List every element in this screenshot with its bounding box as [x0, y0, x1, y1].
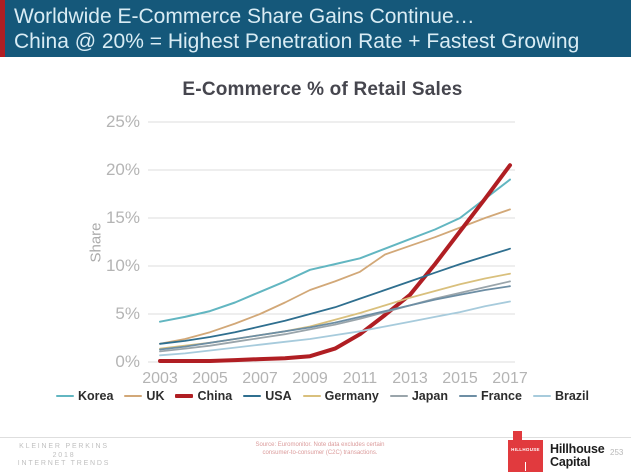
legend-label-france: France	[480, 389, 522, 403]
legend-swatch-france	[458, 395, 477, 397]
legend-label-brazil: Brazil	[554, 389, 590, 403]
legend-label-china: China	[197, 389, 233, 403]
legend-item-japan: Japan	[389, 389, 448, 403]
y-axis-title: Share	[87, 222, 105, 263]
legend-item-korea: Korea	[55, 389, 114, 403]
legend-label-germany: Germany	[324, 389, 379, 403]
legend-swatch-germany	[302, 395, 321, 397]
series-line-japan	[159, 280, 511, 353]
y-tick-label-0: 0%	[115, 352, 140, 371]
legend-item-germany: Germany	[302, 389, 379, 403]
x-tick-label-2013: 2013	[392, 370, 428, 387]
series-line-france	[159, 285, 511, 351]
hillhouse-logo-text: HILLHOUSE	[511, 447, 540, 452]
x-tick-label-2017: 2017	[492, 370, 528, 387]
x-tick-label-2005: 2005	[192, 370, 228, 387]
legend-label-korea: Korea	[77, 389, 114, 403]
legend-item-china: China	[175, 389, 232, 403]
legend-label-usa: USA	[265, 389, 292, 403]
source-note: Source: Euromonitor. Note data excludes …	[170, 441, 470, 457]
slide-title: Worldwide E-Commerce Share Gains Continu…	[14, 4, 579, 54]
legend-item-brazil: Brazil	[532, 389, 590, 403]
series-line-usa	[159, 247, 511, 345]
hillhouse-name: Hillhouse Capital	[550, 442, 605, 469]
y-tick-label-15: 15%	[105, 208, 140, 227]
x-tick-label-2015: 2015	[442, 370, 478, 387]
x-tick-label-2007: 2007	[242, 370, 278, 387]
hillhouse-logo-pole	[525, 462, 526, 471]
source-note-line1: Source: Euromonitor. Note data excludes …	[255, 442, 385, 448]
hillhouse-logo: HILLHOUSE	[508, 440, 543, 472]
series-line-germany	[159, 272, 511, 350]
hillhouse-logo-tab	[513, 431, 522, 441]
legend-item-france: France	[458, 389, 522, 403]
legend-item-uk: UK	[124, 389, 164, 403]
x-tick-label-2003: 2003	[142, 370, 178, 387]
legend-swatch-uk	[124, 395, 143, 397]
brand-line1: KLEINER PERKINS	[19, 443, 109, 450]
legend-swatch-japan	[389, 395, 408, 397]
header-banner: Worldwide E-Commerce Share Gains Continu…	[0, 0, 631, 57]
legend-swatch-china	[175, 394, 194, 398]
page-number: 253	[610, 448, 624, 457]
series-line-china	[158, 163, 512, 363]
legend-item-usa: USA	[243, 389, 292, 403]
legend-label-uk: UK	[146, 389, 165, 403]
series-line-korea	[159, 178, 511, 323]
hillhouse-name-line1: Hillhouse	[550, 442, 605, 456]
footer-divider	[0, 437, 631, 438]
x-tick-label-2011: 2011	[342, 370, 378, 387]
brand-line2: 2018	[52, 451, 76, 459]
series-line-uk	[159, 208, 511, 345]
slide-title-line1: Worldwide E-Commerce Share Gains Continu…	[14, 5, 475, 28]
header-accent-stripe	[0, 0, 5, 57]
legend-swatch-korea	[55, 395, 74, 397]
chart-title: E-Commerce % of Retail Sales	[182, 79, 463, 100]
legend-swatch-brazil	[532, 395, 551, 397]
x-tick-label-2009: 2009	[292, 370, 328, 387]
legend-label-japan: Japan	[411, 389, 448, 403]
source-note-line2: consumer-to-consumer (C2C) transactions.	[262, 450, 378, 456]
y-tick-label-20: 20%	[105, 160, 140, 179]
brand-line3: INTERNET TRENDS	[17, 460, 111, 467]
y-tick-label-5: 5%	[115, 304, 140, 323]
kleiner-perkins-brand: KLEINER PERKINS 2018 INTERNET TRENDS	[0, 443, 128, 469]
chart-legend: Korea UK China USA Germany Japan France Brazil	[0, 389, 631, 403]
series-line-brazil	[159, 300, 511, 357]
legend-swatch-usa	[243, 395, 262, 397]
hillhouse-name-line2: Capital	[550, 454, 591, 469]
y-tick-label-10: 10%	[105, 256, 140, 275]
slide-title-line2: China @ 20% = Highest Penetration Rate +…	[14, 30, 580, 53]
y-tick-label-25: 25%	[105, 112, 140, 131]
